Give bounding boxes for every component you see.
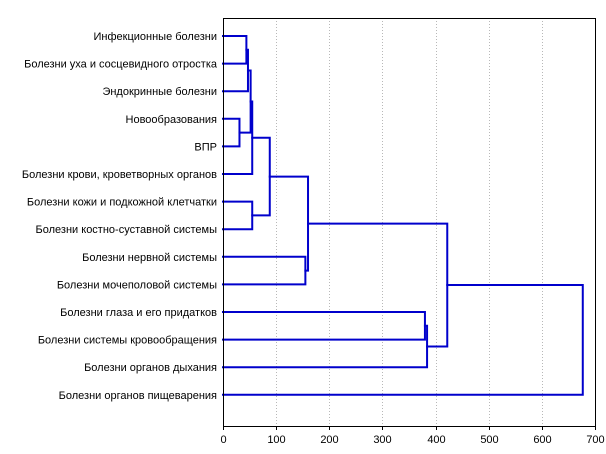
plot-frame	[223, 18, 596, 427]
x-tick-label-700: 700	[586, 434, 604, 446]
leaf-label: Болезни глаза и его придатков	[60, 307, 217, 319]
dendrogram-link-m10	[222, 311, 426, 341]
x-tick-label-100: 100	[267, 434, 285, 446]
x-axis: 0 100 200 300 400 500 600 700	[220, 426, 605, 446]
x-tick-label-500: 500	[480, 434, 498, 446]
dendrogram-link-m7	[251, 136, 271, 217]
x-tick-label-0: 0	[220, 434, 226, 446]
dendrogram-link-m13	[222, 284, 584, 396]
dendrogram-link-m2	[222, 48, 249, 93]
leaf-label: ВПР	[194, 141, 217, 153]
x-tick-label-300: 300	[373, 434, 391, 446]
dendrogram-link-m5	[222, 100, 254, 175]
dendrogram-link-m6	[222, 200, 254, 231]
leaf-labels: Инфекционные болезни Болезни уха и сосцев…	[22, 31, 218, 402]
dendrogram-link-m11	[222, 324, 429, 369]
dendrogram-link-m8	[222, 255, 307, 286]
leaf-label: Болезни костно-суставной системы	[36, 224, 218, 236]
x-tick-label-600: 600	[533, 434, 551, 446]
leaf-label: Болезни уха и сосцевидного отростка	[24, 59, 218, 71]
leaf-label: Новообразования	[126, 114, 218, 126]
leaf-label: Болезни нервной системы	[82, 252, 217, 264]
x-tick-label-200: 200	[320, 434, 338, 446]
leaf-label: Эндокринные болезни	[102, 86, 217, 98]
leaf-label: Болезни системы кровообращения	[38, 335, 217, 347]
grid-lines	[276, 18, 543, 426]
leaf-label: Болезни органов дыхания	[84, 362, 217, 374]
leaf-label: Болезни органов пищеварения	[59, 390, 217, 402]
dendrogram-links	[222, 35, 584, 396]
dendrogram-link-m3	[222, 117, 241, 148]
leaf-label: Инфекционные болезни	[94, 31, 218, 43]
leaf-label: Болезни крови, кроветворных органов	[22, 169, 217, 181]
leaf-label: Болезни мочеполовой системы	[57, 279, 217, 291]
leaf-label: Болезни кожи и подкожной клетчатки	[27, 197, 217, 209]
dendrogram-link-m1	[222, 35, 248, 65]
x-tick-label-400: 400	[427, 434, 445, 446]
